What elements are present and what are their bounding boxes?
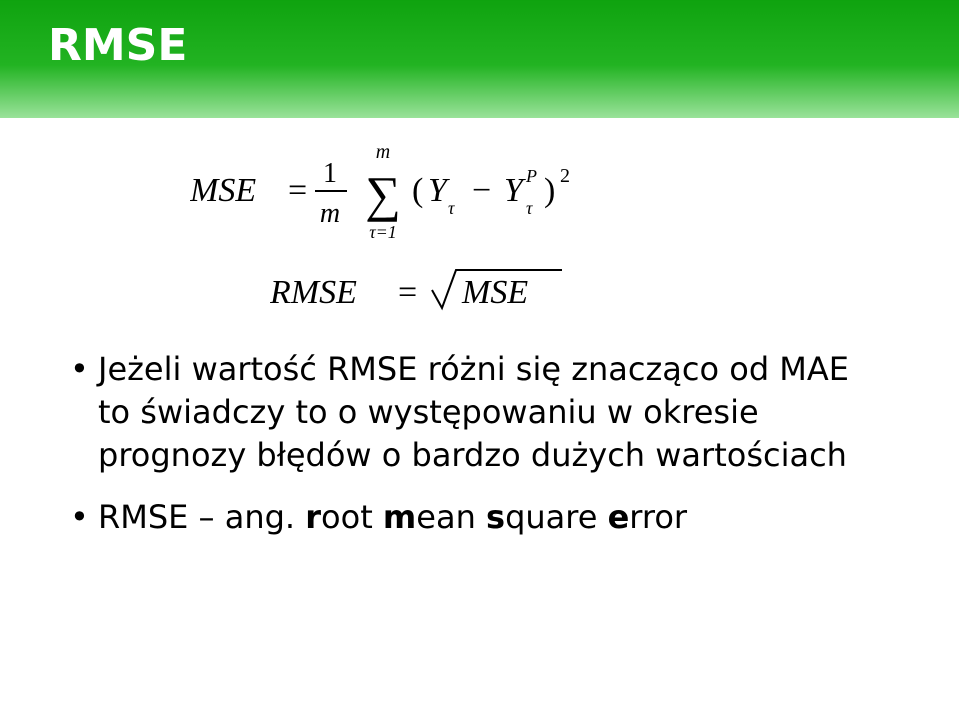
bullet-list: Jeżeli wartość RMSE różni się znacząco o… — [70, 348, 889, 539]
formula-mse-svg: MSE = 1 m m ∑ τ=1 ( Y τ — [190, 136, 620, 246]
rmse-eq: = — [398, 274, 417, 311]
bold-letter: r — [305, 498, 321, 536]
text-run: rror — [629, 498, 687, 536]
bold-letter: s — [486, 498, 505, 536]
formula-block: MSE = 1 m m ∑ τ=1 ( Y τ — [190, 136, 889, 318]
bullet-item-1: Jeżeli wartość RMSE różni się znacząco o… — [70, 348, 889, 478]
term1-sub: τ — [448, 198, 455, 218]
term2-sup: P — [525, 166, 537, 186]
sum-upper: m — [376, 141, 390, 163]
text-run: quare — [505, 498, 608, 536]
bullet-text-1: Jeżeli wartość RMSE różni się znacząco o… — [98, 350, 849, 474]
formula-mse: MSE = 1 m m ∑ τ=1 ( Y τ — [190, 136, 889, 246]
formula-rmse-svg: RMSE = MSE — [270, 258, 610, 318]
slide-title: RMSE — [48, 20, 187, 71]
body-area: MSE = 1 m m ∑ τ=1 ( Y τ — [0, 118, 959, 539]
rmse-label: RMSE — [270, 274, 357, 311]
sum-lower: τ=1 — [369, 222, 397, 242]
exp-2: 2 — [560, 165, 570, 187]
term2-sub: τ — [526, 198, 533, 218]
slide: RMSE MSE = 1 m m — [0, 0, 959, 719]
term2-Y: Y — [504, 172, 526, 209]
formula-rmse: RMSE = MSE — [270, 258, 889, 318]
rmse-radicand: MSE — [461, 274, 528, 311]
text-run: oot — [321, 498, 383, 536]
sum-symbol: ∑ — [365, 166, 401, 222]
text-run: RMSE – ang. — [98, 498, 305, 536]
minus-sign: − — [472, 172, 491, 209]
term1-Y: Y — [428, 172, 450, 209]
bold-letter: m — [383, 498, 416, 536]
title-band: RMSE — [0, 0, 959, 118]
frac-num: 1 — [323, 158, 337, 189]
frac-den: m — [320, 198, 340, 229]
mse-label: MSE — [190, 172, 256, 209]
close-paren: ) — [544, 172, 555, 209]
open-paren: ( — [412, 172, 423, 209]
eq-sign: = — [288, 172, 307, 209]
text-run: ean — [416, 498, 486, 536]
bold-letter: e — [608, 498, 630, 536]
bullet-item-2: RMSE – ang. root mean square error — [70, 496, 889, 539]
